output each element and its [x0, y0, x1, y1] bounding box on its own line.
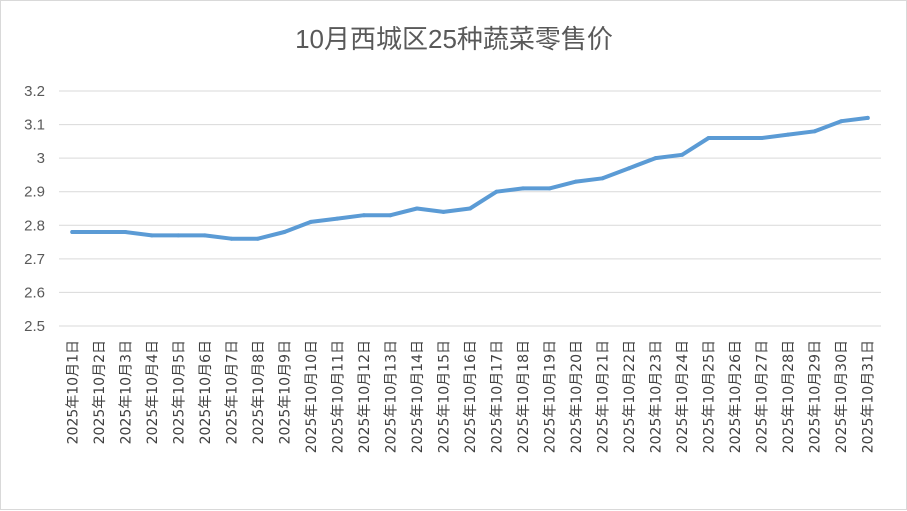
- data-point: [786, 132, 791, 137]
- x-tick-label: 2025年10月18日: [516, 340, 532, 453]
- x-tick-label: 2025年10月31日: [861, 340, 877, 453]
- data-point: [600, 176, 605, 181]
- data-point: [494, 189, 499, 194]
- data-point: [680, 152, 685, 157]
- data-point: [123, 230, 128, 234]
- x-tick-label: 2025年10月29日: [808, 340, 824, 453]
- x-tick-label: 2025年10月16日: [463, 340, 479, 453]
- data-point: [414, 206, 419, 211]
- series-line: [70, 115, 870, 241]
- data-point: [361, 213, 366, 218]
- data-point: [149, 233, 154, 238]
- series-layer: [70, 115, 870, 241]
- y-tick-label: 2.7: [24, 251, 45, 268]
- y-tick-label: 2.6: [24, 284, 45, 301]
- data-point: [812, 129, 817, 134]
- x-tick-label: 2025年10月10日: [304, 340, 320, 453]
- x-tick-label: 2025年10月20日: [569, 340, 585, 453]
- y-tick-label: 2.9: [24, 184, 45, 201]
- data-point: [733, 136, 738, 140]
- x-tick-label: 2025年10月27日: [755, 340, 771, 453]
- data-point: [388, 213, 393, 218]
- x-tick-label: 2025年10月3日: [118, 340, 134, 444]
- x-tick-label: 2025年10月19日: [543, 340, 559, 453]
- data-point: [468, 206, 472, 211]
- data-point: [308, 219, 313, 224]
- y-axis-ticks: 2.5 2.6 2.7 2.8 2.9 3 3.1 3.2: [24, 83, 45, 335]
- data-point: [521, 186, 526, 191]
- x-tick-label: 2025年10月14日: [410, 340, 426, 453]
- x-tick-label: 2025年10月9日: [277, 340, 293, 444]
- data-point: [335, 216, 340, 221]
- data-point: [547, 186, 552, 191]
- data-point: [282, 230, 287, 234]
- y-tick-label: 3: [37, 150, 45, 167]
- data-point: [255, 236, 260, 241]
- x-tick-label: 2025年10月17日: [490, 340, 506, 453]
- x-tick-label: 2025年10月2日: [92, 340, 108, 444]
- x-tick-label: 2025年10月28日: [781, 340, 797, 453]
- gridlines: [59, 90, 881, 327]
- data-point: [574, 179, 579, 184]
- data-point: [627, 166, 632, 171]
- data-point: [176, 233, 181, 238]
- x-tick-label: 2025年10月25日: [702, 340, 718, 453]
- data-point: [96, 230, 101, 234]
- x-tick-label: 2025年10月8日: [251, 340, 267, 444]
- x-tick-label: 2025年10月4日: [145, 340, 161, 444]
- x-tick-label: 2025年10月13日: [383, 340, 399, 453]
- x-tick-label: 2025年10月30日: [834, 340, 850, 453]
- x-axis-ticks: 2025年10月1日 2025年10月2日 2025年10月3日 2025年10月4日…: [65, 340, 876, 453]
- x-tick-label: 2025年10月12日: [357, 340, 373, 453]
- data-point: [441, 209, 446, 214]
- data-point: [839, 119, 844, 124]
- chart-title: 10月西城区25种蔬菜零售价: [295, 24, 613, 54]
- data-point: [653, 156, 658, 161]
- y-tick-label: 3.2: [24, 83, 45, 100]
- x-tick-label: 2025年10月1日: [65, 340, 81, 444]
- x-tick-label: 2025年10月24日: [675, 340, 691, 453]
- x-tick-label: 2025年10月7日: [224, 340, 240, 444]
- data-point: [70, 230, 75, 234]
- y-tick-label: 2.8: [24, 217, 45, 234]
- x-tick-label: 2025年10月15日: [436, 340, 452, 453]
- data-point: [706, 136, 711, 140]
- data-point: [759, 136, 764, 140]
- data-point: [229, 236, 234, 241]
- x-tick-label: 2025年10月11日: [330, 340, 346, 453]
- y-tick-label: 2.5: [24, 318, 45, 335]
- x-tick-label: 2025年10月21日: [596, 340, 612, 453]
- x-tick-label: 2025年10月23日: [649, 340, 665, 453]
- x-tick-label: 2025年10月26日: [728, 340, 744, 453]
- y-tick-label: 3.1: [24, 117, 45, 134]
- data-point: [202, 233, 207, 238]
- x-tick-label: 2025年10月5日: [171, 340, 187, 444]
- x-tick-label: 2025年10月6日: [198, 340, 214, 444]
- x-tick-label: 2025年10月22日: [622, 340, 638, 453]
- data-point: [865, 115, 870, 120]
